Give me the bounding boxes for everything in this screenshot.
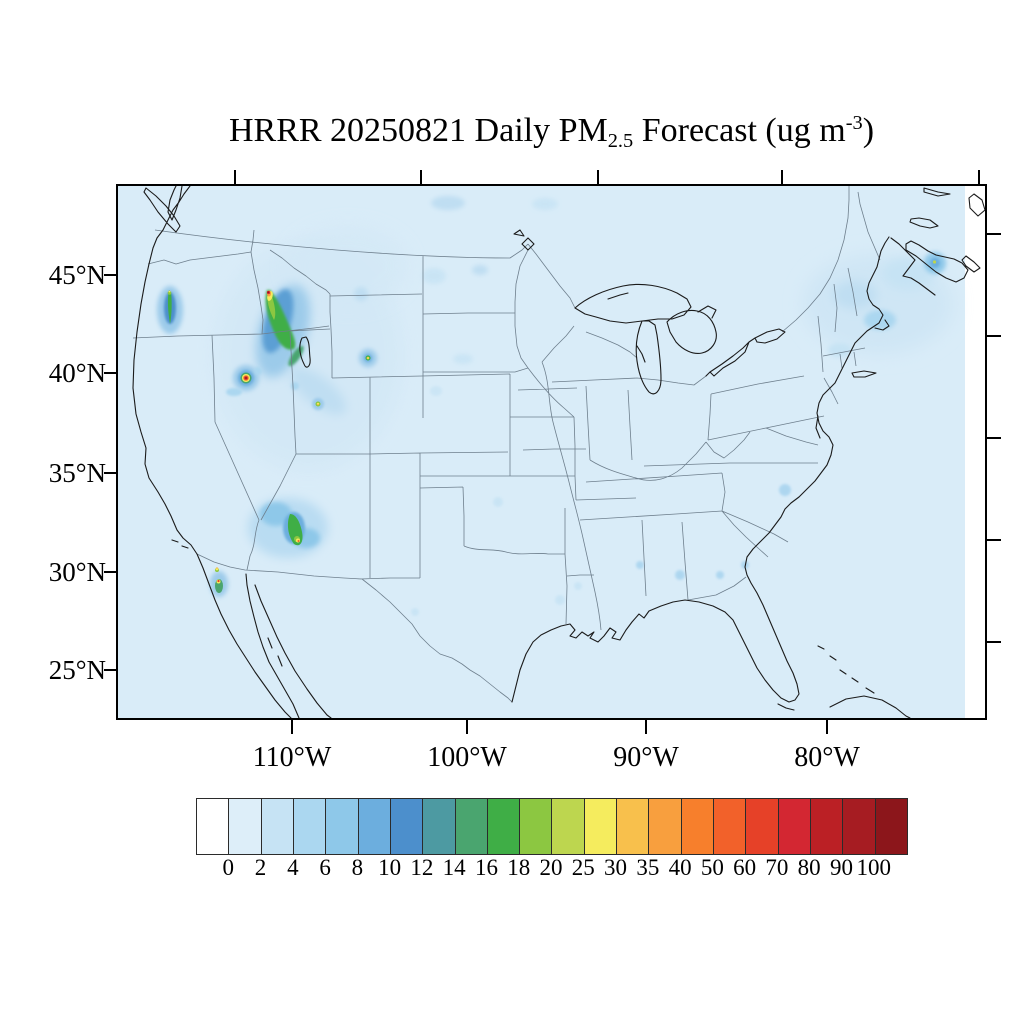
lon-tick <box>826 720 828 734</box>
colorbar-tick-label: 35 <box>636 855 660 880</box>
colorbar-tick-label: 6 <box>319 855 331 880</box>
conus-pm25-map <box>118 186 985 718</box>
colorbar-tick-label: 10 <box>378 855 402 880</box>
title-text: HRRR 20250821 Daily PM <box>228 112 608 150</box>
lat-tick-right <box>987 233 1001 235</box>
colorbar-cell <box>875 799 907 854</box>
colorbar-tick-label: 12 <box>410 855 434 880</box>
lat-tick-label: 45°N <box>48 260 106 290</box>
colorbar-tick-label: 14 <box>442 855 466 880</box>
map-frame <box>116 184 987 720</box>
colorbar-tick-label: 90 <box>829 855 853 880</box>
colorbar-cell <box>843 799 876 854</box>
state-border-paths <box>132 186 881 703</box>
lon-tick <box>466 720 468 734</box>
colorbar-cell <box>746 799 779 854</box>
lat-tick-label: 35°N <box>48 458 106 488</box>
lon-tick-label: 80°W <box>794 742 860 773</box>
colorbar-tick-label: 25 <box>571 855 595 880</box>
smoke-spot-california-border <box>210 567 228 597</box>
lon-tick <box>291 720 293 734</box>
lon-tick-label: 100°W <box>427 742 507 773</box>
colorbar-tick-label: 80 <box>797 855 821 880</box>
colorbar-tick-label: 20 <box>539 855 563 880</box>
lat-tick-right <box>987 641 1001 643</box>
colorbar-tick-label: 18 <box>507 855 531 880</box>
colorbar-cell <box>293 799 327 854</box>
colorbar-tick-label: 70 <box>765 855 789 880</box>
smoke-spot-nova-scotia <box>924 252 946 274</box>
colorbar-cell <box>649 799 682 854</box>
colorbar-cell <box>261 799 294 854</box>
title-superscript: -3 <box>845 112 863 134</box>
colorbar-cell <box>455 799 488 854</box>
lat-tick <box>104 274 118 276</box>
colorbar-cell <box>326 799 359 854</box>
lon-tick-label: 90°W <box>613 742 679 773</box>
colorbar-tick-label: 4 <box>287 855 299 880</box>
colorbar-tick-label: 30 <box>604 855 628 880</box>
lat-tick-label: 30°N <box>48 557 106 587</box>
lat-tick-right <box>987 539 1001 541</box>
page-title: HRRR 20250821 Daily PM2.5 Forecast (ug m… <box>118 112 985 153</box>
lon-tick-top <box>234 170 236 184</box>
colorbar <box>196 798 908 855</box>
lat-tick-label: 40°N <box>48 358 106 388</box>
colorbar-tick-label: 0 <box>222 855 235 880</box>
colorbar-cell <box>358 799 391 854</box>
colorbar-cell <box>520 799 553 854</box>
colorbar-tick-label: 100 <box>856 855 891 880</box>
colorbar-cell <box>229 799 262 854</box>
colorbar-tick-label: 2 <box>254 855 267 880</box>
colorbar-cell <box>810 799 844 854</box>
smoke-plume-oregon <box>157 286 183 334</box>
lat-tick <box>104 669 118 671</box>
lat-tick <box>104 571 118 573</box>
lat-tick-right <box>987 437 1001 439</box>
title-text: ) <box>862 112 875 150</box>
lon-tick-label: 110°W <box>252 742 332 773</box>
colorbar-cell <box>778 799 811 854</box>
colorbar-cell <box>714 799 747 854</box>
colorbar-cell <box>584 799 618 854</box>
lat-tick <box>104 472 118 474</box>
colorbar-tick-label: 40 <box>668 855 692 880</box>
smoke-spot-nevada <box>226 365 262 396</box>
colorbar-cell <box>617 799 650 854</box>
title-subscript: 2.5 <box>607 129 634 152</box>
colorbar-tick-label: 8 <box>351 855 364 880</box>
lon-tick-top <box>781 170 783 184</box>
lon-tick-top <box>978 170 980 184</box>
colorbar-cell <box>390 799 424 854</box>
colorbar-cell <box>423 799 456 854</box>
colorbar-cell <box>197 799 230 854</box>
coastline-paths <box>132 186 985 718</box>
lat-tick-right <box>987 335 1001 337</box>
lat-tick <box>104 372 118 374</box>
smoke-plume-arizona <box>248 498 328 558</box>
colorbar-tick-label: 16 <box>474 855 498 880</box>
smoke-spot-wyoming <box>359 349 377 367</box>
colorbar-cell <box>552 799 585 854</box>
lat-tick-label: 25°N <box>48 655 106 685</box>
lon-tick-top <box>597 170 599 184</box>
colorbar-cell <box>681 799 714 854</box>
smoke-plume-idaho <box>255 284 347 415</box>
colorbar-tick-label: 60 <box>733 855 757 880</box>
lon-tick-top <box>420 170 422 184</box>
colorbar-cell <box>487 799 521 854</box>
title-text: Forecast (ug m <box>633 112 846 150</box>
lon-tick <box>645 720 647 734</box>
colorbar-tick-label: 50 <box>700 855 724 880</box>
